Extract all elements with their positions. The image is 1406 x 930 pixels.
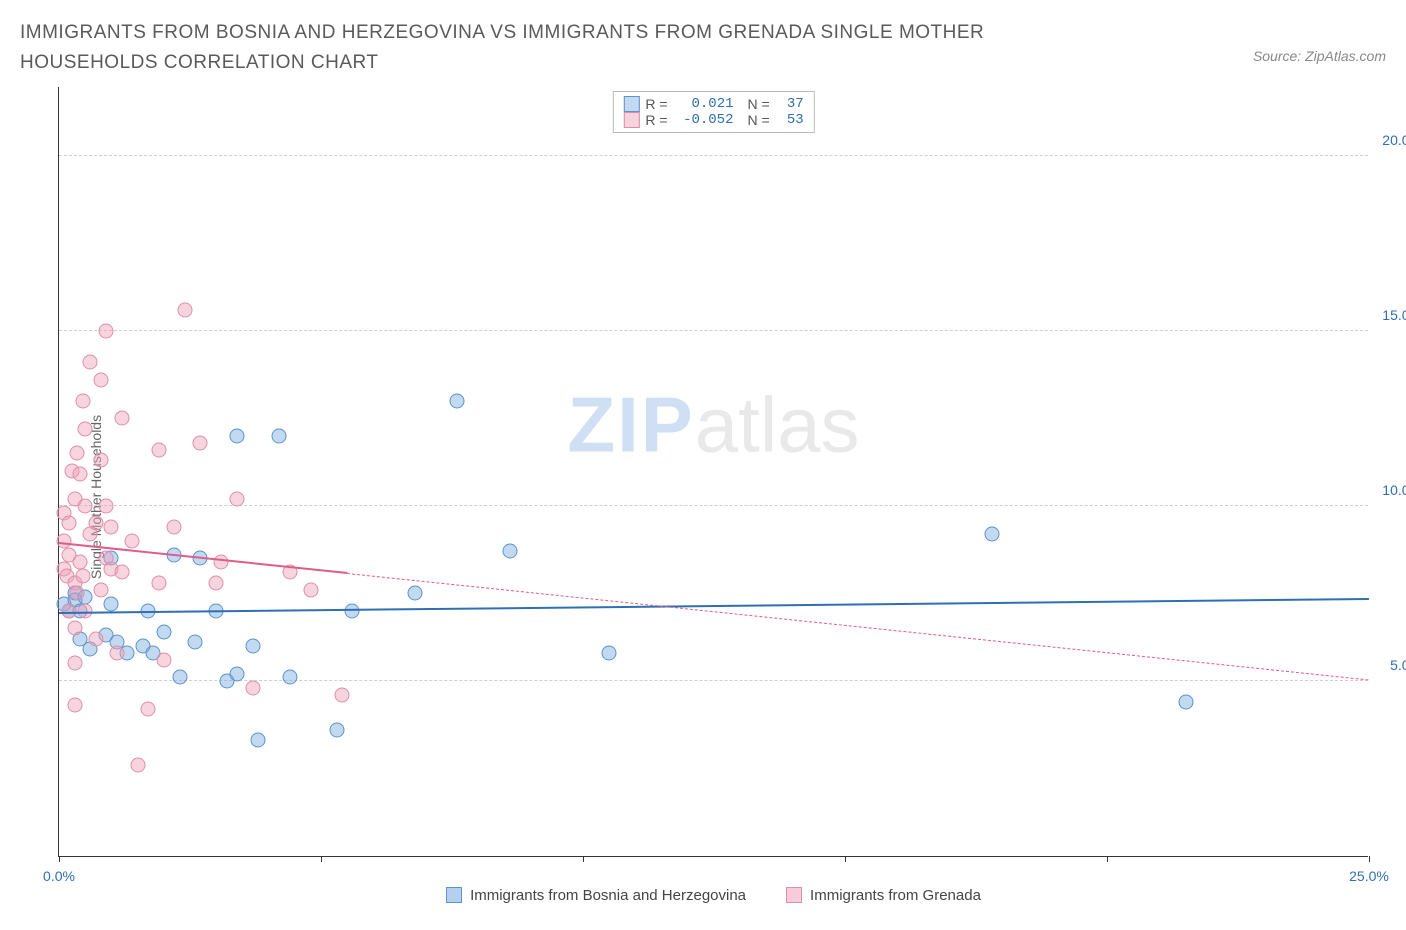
- legend-swatch: [786, 887, 802, 903]
- scatter-point: [109, 645, 124, 660]
- r-label: R =: [645, 96, 667, 112]
- watermark: ZIPatlas: [567, 380, 859, 471]
- legend-swatch: [446, 887, 462, 903]
- scatter-point: [272, 428, 287, 443]
- x-tick: [321, 856, 322, 862]
- scatter-point: [329, 722, 344, 737]
- scatter-point: [214, 554, 229, 569]
- n-value: 37: [776, 96, 804, 112]
- scatter-point: [502, 544, 517, 559]
- x-tick: [583, 856, 584, 862]
- y-tick-label: 10.0%: [1382, 482, 1406, 498]
- scatter-point: [88, 516, 103, 531]
- scatter-point: [188, 635, 203, 650]
- scatter-point: [78, 421, 93, 436]
- scatter-point: [62, 603, 77, 618]
- stat-row: R = 0.021 N = 37: [623, 96, 803, 112]
- scatter-point: [251, 733, 266, 748]
- r-value: -0.052: [674, 112, 734, 128]
- scatter-point: [93, 582, 108, 597]
- scatter-point: [177, 302, 192, 317]
- scatter-point: [125, 533, 140, 548]
- trend-line: [347, 573, 1369, 680]
- scatter-point: [70, 446, 85, 461]
- scatter-point: [151, 575, 166, 590]
- scatter-point: [72, 554, 87, 569]
- n-value: 53: [776, 112, 804, 128]
- y-tick-label: 5.0%: [1390, 657, 1406, 673]
- legend: Immigrants from Bosnia and Herzegovina Im…: [59, 887, 1368, 904]
- x-tick: [1107, 856, 1108, 862]
- x-tick-label: 0.0%: [43, 868, 75, 884]
- scatter-point: [62, 516, 77, 531]
- scatter-point: [104, 596, 119, 611]
- n-label: N =: [748, 112, 770, 128]
- scatter-point: [450, 393, 465, 408]
- scatter-point: [282, 670, 297, 685]
- scatter-point: [245, 638, 260, 653]
- chart-title: IMMIGRANTS FROM BOSNIA AND HERZEGOVINA V…: [20, 18, 1120, 79]
- legend-label: Immigrants from Grenada: [810, 887, 981, 904]
- y-tick-label: 20.0%: [1382, 132, 1406, 148]
- scatter-point: [67, 621, 82, 636]
- scatter-point: [93, 453, 108, 468]
- n-label: N =: [748, 96, 770, 112]
- scatter-point: [99, 323, 114, 338]
- legend-item: Immigrants from Grenada: [786, 887, 981, 904]
- scatter-point: [67, 698, 82, 713]
- scatter-point: [83, 355, 98, 370]
- scatter-point: [67, 656, 82, 671]
- scatter-point: [88, 631, 103, 646]
- r-label: R =: [645, 112, 667, 128]
- gridline: [59, 330, 1368, 331]
- scatter-point: [75, 393, 90, 408]
- scatter-point: [303, 582, 318, 597]
- scatter-point: [156, 652, 171, 667]
- source-credit: Source: ZipAtlas.com: [1253, 48, 1386, 64]
- scatter-point: [245, 680, 260, 695]
- gridline: [59, 505, 1368, 506]
- scatter-point: [172, 670, 187, 685]
- scatter-point: [602, 645, 617, 660]
- r-value: 0.021: [674, 96, 734, 112]
- scatter-point: [130, 757, 145, 772]
- scatter-point: [151, 442, 166, 457]
- series-swatch: [623, 96, 639, 112]
- legend-item: Immigrants from Bosnia and Herzegovina: [446, 887, 746, 904]
- correlation-stats-box: R = 0.021 N = 37 R = -0.052 N = 53: [612, 91, 814, 133]
- x-tick-label: 25.0%: [1349, 868, 1389, 884]
- scatter-point: [72, 467, 87, 482]
- scatter-point: [57, 533, 72, 548]
- scatter-point: [70, 586, 85, 601]
- scatter-point: [193, 435, 208, 450]
- scatter-point: [156, 624, 171, 639]
- stat-row: R = -0.052 N = 53: [623, 112, 803, 128]
- chart-container: Single Mother Households ZIPatlas 5.0%10…: [20, 87, 1386, 907]
- scatter-point: [209, 575, 224, 590]
- series-swatch: [623, 112, 639, 128]
- legend-label: Immigrants from Bosnia and Herzegovina: [470, 887, 746, 904]
- x-tick: [59, 856, 60, 862]
- scatter-point: [75, 568, 90, 583]
- scatter-point: [78, 498, 93, 513]
- x-tick: [1369, 856, 1370, 862]
- scatter-point: [984, 526, 999, 541]
- scatter-point: [114, 565, 129, 580]
- scatter-point: [408, 586, 423, 601]
- scatter-point: [334, 687, 349, 702]
- gridline: [59, 155, 1368, 156]
- scatter-point: [104, 519, 119, 534]
- scatter-point: [99, 498, 114, 513]
- x-tick: [845, 856, 846, 862]
- plot-area: ZIPatlas 5.0%10.0%15.0%20.0%0.0%25.0%R =…: [58, 87, 1368, 857]
- scatter-point: [230, 428, 245, 443]
- scatter-point: [230, 666, 245, 681]
- scatter-point: [1178, 694, 1193, 709]
- y-tick-label: 15.0%: [1382, 307, 1406, 323]
- scatter-point: [93, 372, 108, 387]
- scatter-point: [114, 411, 129, 426]
- scatter-point: [141, 701, 156, 716]
- scatter-point: [167, 519, 182, 534]
- scatter-point: [230, 491, 245, 506]
